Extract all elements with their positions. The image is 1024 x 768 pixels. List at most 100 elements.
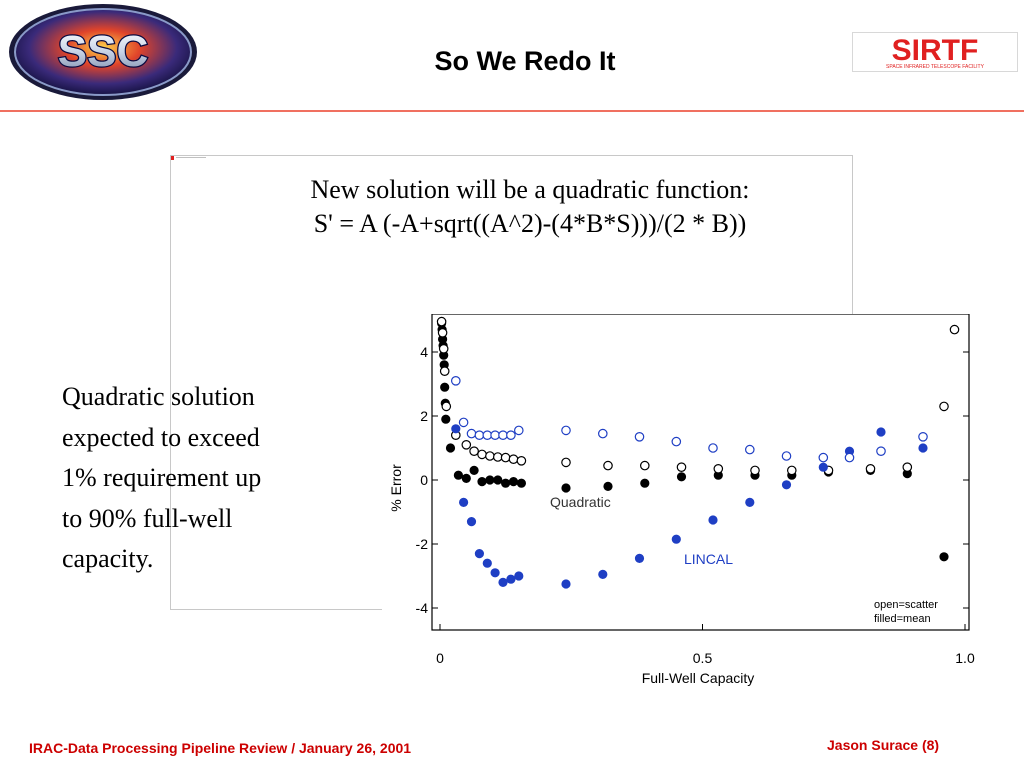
y-tick-label: 0 <box>420 472 428 488</box>
data-point <box>493 475 503 485</box>
data-point <box>745 497 755 507</box>
slide-title: So We Redo It <box>434 46 616 76</box>
data-point <box>902 462 913 472</box>
data-point <box>603 481 613 491</box>
ssc-logo-text: SSC <box>58 27 148 76</box>
data-point <box>490 430 500 440</box>
data-point <box>439 366 450 376</box>
data-point <box>939 552 949 562</box>
note-line-2: expected to exceed <box>62 422 260 452</box>
footer-review-info: IRAC-Data Processing Pipeline Review / J… <box>29 740 412 756</box>
data-point <box>508 454 519 464</box>
error-vs-fullwell-chart: 4 2 0 -2 -4 0 0.5 1.0 % Error Full-Well Capacit… <box>388 314 975 686</box>
series-lincal-filled <box>451 424 928 589</box>
data-point <box>818 462 828 472</box>
data-point <box>451 424 461 434</box>
sirtf-logo-text: SIRTF <box>892 34 979 67</box>
footer-author-page: Jason Surace (8) <box>827 737 940 753</box>
note-line-3: 1% requirement up <box>62 463 262 492</box>
data-point <box>458 417 469 428</box>
data-point <box>634 432 645 442</box>
data-point <box>786 465 797 476</box>
data-point <box>671 436 682 447</box>
data-point <box>818 452 829 463</box>
data-point <box>436 316 447 327</box>
y-axis-label: % Error <box>388 464 404 512</box>
data-point <box>474 430 485 440</box>
data-point <box>514 425 524 436</box>
data-point <box>461 473 471 483</box>
legend-filled: filled=mean <box>874 613 931 625</box>
formula-text: New solution will be a quadratic functio… <box>220 173 840 241</box>
data-point <box>485 475 495 485</box>
data-point <box>949 324 960 335</box>
data-point <box>500 452 511 463</box>
note-line-4: to 90% full-well <box>62 503 233 533</box>
data-point <box>713 464 724 474</box>
data-point <box>441 414 451 424</box>
data-point <box>438 343 449 354</box>
x-tick-label: 0.5 <box>693 650 713 666</box>
data-point <box>508 477 519 487</box>
data-point <box>437 327 448 338</box>
data-point <box>493 452 503 462</box>
data-point <box>708 443 718 453</box>
data-point <box>865 464 876 474</box>
data-point <box>939 401 949 412</box>
data-point <box>466 428 477 439</box>
data-point <box>781 451 792 461</box>
data-point <box>477 477 487 487</box>
data-point <box>441 401 452 412</box>
x-tick-label: 0 <box>436 650 444 666</box>
data-point <box>781 480 792 490</box>
note-line-1: Quadratic solution <box>62 382 255 411</box>
data-point <box>459 497 469 507</box>
annotation-lincal: LINCAL <box>684 551 733 567</box>
data-point <box>453 470 464 480</box>
data-point <box>639 460 650 471</box>
data-point <box>485 451 495 461</box>
data-point <box>876 427 886 437</box>
data-point <box>676 472 687 482</box>
data-point <box>445 443 456 453</box>
data-point <box>490 568 500 578</box>
y-tick-label: -4 <box>416 600 429 616</box>
title-divider <box>0 110 1024 112</box>
data-point <box>561 457 571 468</box>
formula-line-1: New solution will be a quadratic functio… <box>310 175 750 204</box>
data-point <box>506 430 516 440</box>
data-point <box>506 574 516 584</box>
data-point <box>671 534 681 544</box>
data-point <box>514 571 524 581</box>
data-point <box>501 478 511 488</box>
data-point <box>844 452 855 463</box>
data-point <box>451 376 461 386</box>
data-point <box>516 478 526 488</box>
data-point <box>482 558 492 568</box>
data-point <box>750 465 760 476</box>
data-point <box>474 549 485 559</box>
sirtf-logo-icon: SIRTF SPACE INFRARED TELESCOPE FACILITY <box>852 32 1018 72</box>
x-axis-label: Full-Well Capacity <box>642 670 755 686</box>
data-point <box>598 428 608 439</box>
x-tick-label: 1.0 <box>955 650 975 666</box>
data-point <box>469 446 479 456</box>
data-point <box>561 425 571 436</box>
data-point <box>676 462 687 472</box>
series-quadratic-open <box>436 316 960 476</box>
data-point <box>516 456 527 466</box>
data-point <box>634 553 645 563</box>
legend-open: open=scatter <box>874 599 938 611</box>
data-point <box>482 430 493 440</box>
y-tick-label: -2 <box>416 536 429 552</box>
data-point <box>498 577 508 587</box>
data-point <box>561 483 571 493</box>
data-point <box>744 444 755 455</box>
data-point <box>440 382 450 392</box>
note-line-5: capacity. <box>62 544 154 573</box>
note-text: Quadratic solution expected to exceed 1%… <box>62 377 362 580</box>
annotation-quadratic: Quadratic <box>550 494 611 510</box>
data-point <box>918 443 928 453</box>
y-tick-label: 2 <box>420 408 428 424</box>
data-point <box>477 449 487 460</box>
